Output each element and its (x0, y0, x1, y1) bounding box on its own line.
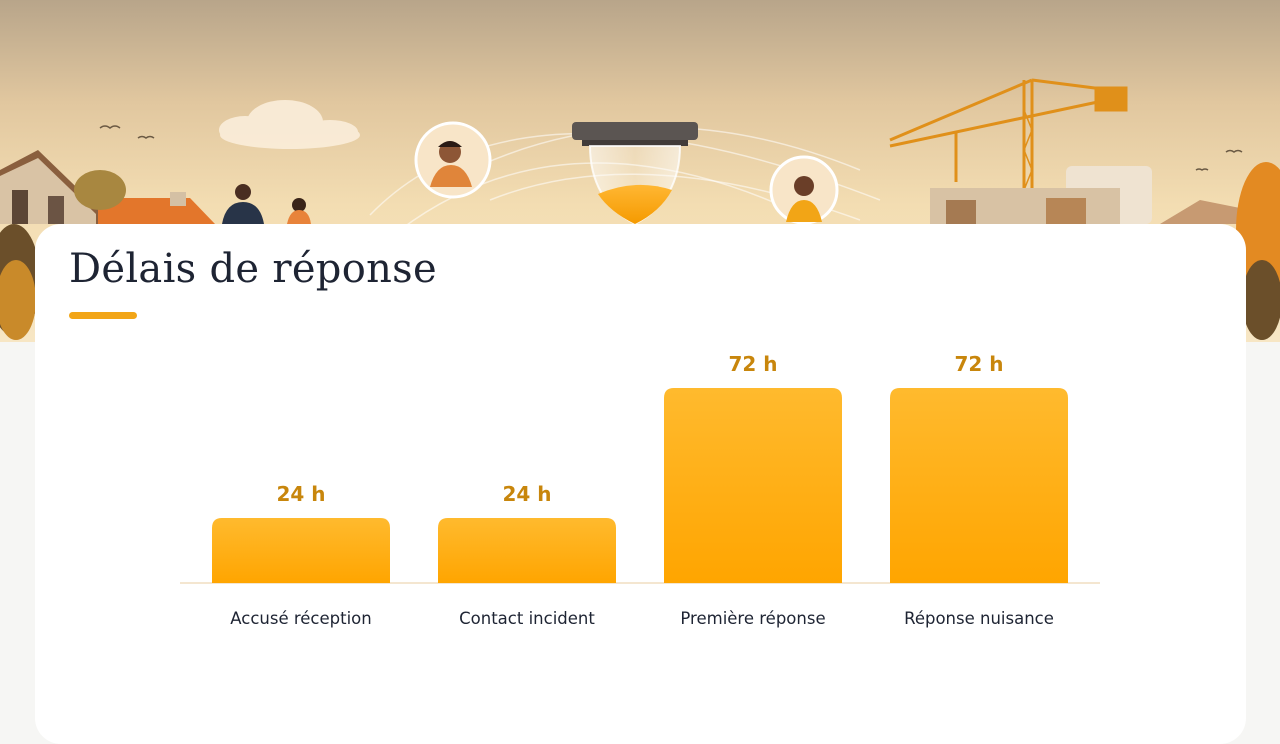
bar (438, 518, 616, 583)
bar (890, 388, 1068, 583)
person-illustration (222, 184, 311, 224)
birds-icon (99, 125, 1243, 171)
category-label: Réponse nuisance (904, 609, 1054, 628)
bar (664, 388, 842, 583)
category-label: Contact incident (459, 609, 595, 628)
bar-value-label: 72 h (728, 352, 777, 376)
avatar-bubble-icon (769, 155, 839, 225)
category-label: Première réponse (680, 609, 825, 628)
response-times-card: Délais de réponse 24 h Accusé réception 24… (35, 224, 1246, 744)
bar (212, 518, 390, 583)
title-accent-bar (69, 312, 137, 319)
page-title: Délais de réponse (69, 246, 437, 292)
bar-value-label: 24 h (502, 482, 551, 506)
bar-chart: 24 h Accusé réception 24 h Contact incident… (180, 352, 1100, 628)
tree-illustration (1236, 162, 1280, 340)
bar-value-label: 72 h (954, 352, 1003, 376)
building-illustration (930, 166, 1250, 224)
tree-illustration (0, 224, 40, 340)
cloud-icon (219, 100, 360, 149)
category-label: Accusé réception (230, 609, 371, 628)
house-illustration (0, 150, 215, 224)
avatar-bubble-icon (414, 121, 492, 199)
bar-value-label: 24 h (276, 482, 325, 506)
hourglass-icon (572, 122, 698, 226)
